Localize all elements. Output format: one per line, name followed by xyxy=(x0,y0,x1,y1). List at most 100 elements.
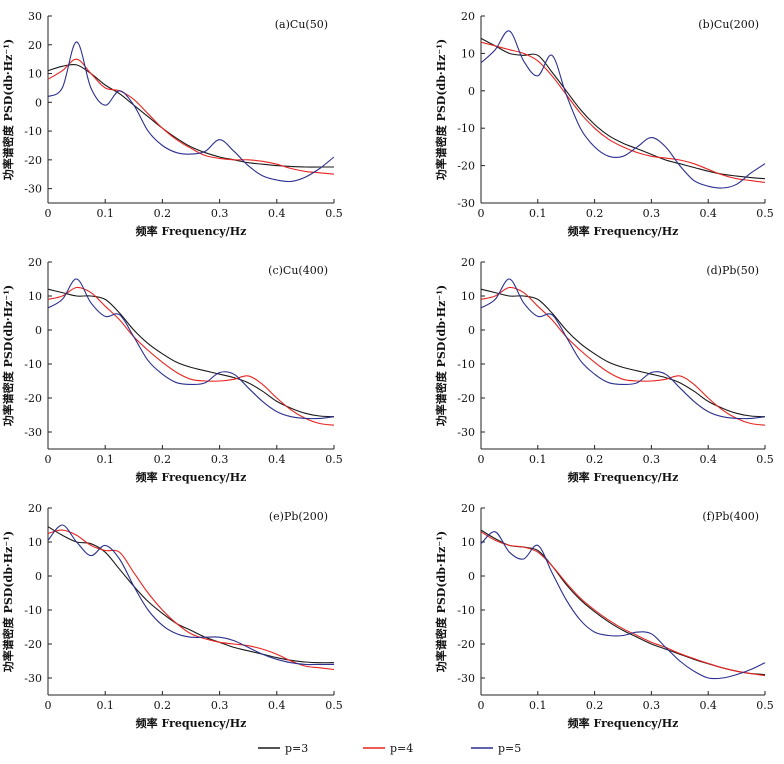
panel-title: (e)Pb(200) xyxy=(269,510,328,523)
panel-title: (f)Pb(400) xyxy=(702,510,759,523)
x-tick-label: 0.3 xyxy=(211,207,229,220)
x-tick-label: 0.4 xyxy=(699,453,717,466)
series-line-p5 xyxy=(47,524,334,666)
y-tick-label: 0 xyxy=(468,570,475,583)
panel-title: (d)Pb(50) xyxy=(706,264,759,277)
x-tick-label: 0.5 xyxy=(756,453,774,466)
x-tick-label: 0.2 xyxy=(154,699,172,712)
x-tick-label: 0.3 xyxy=(643,207,661,220)
series-line-p3 xyxy=(47,526,335,664)
y-tick-label: 30 xyxy=(28,10,42,23)
y-axis-label: 功率谱密度 PSD(db·Hz⁻¹) xyxy=(1,531,15,672)
y-tick-label: 20 xyxy=(461,10,475,23)
x-tick-label: 0.2 xyxy=(154,453,172,466)
y-tick-label: 10 xyxy=(28,536,42,549)
legend-label: p=3 xyxy=(285,742,308,755)
y-tick-label: 0 xyxy=(35,96,42,109)
chart-panel-1: 0 0.1 0.2 0.3 0.4 0.5 -30 -20 -10 0 10 20 30 (a)Cu(50… xyxy=(1,10,343,238)
x-tick-label: 0 xyxy=(478,453,485,466)
y-axis-label: 功率谱密度 PSD(db·Hz⁻¹) xyxy=(1,285,15,426)
series-line-p3 xyxy=(47,288,335,418)
y-tick-label: 0 xyxy=(468,85,475,98)
x-tick-label: 0.1 xyxy=(96,699,114,712)
y-tick-label: 10 xyxy=(461,290,475,303)
y-axis-label: 功率谱密度 PSD(db·Hz⁻¹) xyxy=(434,531,448,672)
x-tick-label: 0 xyxy=(45,699,52,712)
series-line-p5 xyxy=(480,30,766,189)
y-tick-label: 0 xyxy=(35,324,42,337)
y-tick-label: 20 xyxy=(28,39,42,52)
x-tick-label: 0 xyxy=(478,207,485,220)
x-tick-label: 0.4 xyxy=(268,453,286,466)
x-tick-label: 0.5 xyxy=(325,453,343,466)
x-tick-label: 0 xyxy=(478,699,485,712)
x-tick-label: 0.1 xyxy=(529,699,547,712)
x-axis-label: 频率 Frequency/Hz xyxy=(568,470,679,484)
y-tick-label: -30 xyxy=(457,672,475,685)
y-tick-label: -20 xyxy=(24,392,42,405)
series-line-p3 xyxy=(47,63,334,168)
series-line-p3 xyxy=(480,37,766,180)
x-tick-label: 0.1 xyxy=(96,453,114,466)
y-tick-label: -20 xyxy=(24,638,42,651)
y-tick-label: 20 xyxy=(461,256,475,269)
y-tick-label: -20 xyxy=(24,154,42,167)
y-tick-label: 10 xyxy=(461,536,475,549)
y-axis-label: 功率谱密度 PSD(db·Hz⁻¹) xyxy=(434,285,448,426)
y-tick-label: 10 xyxy=(461,47,475,60)
y-tick-label: 0 xyxy=(35,570,42,583)
x-tick-label: 0.3 xyxy=(643,699,661,712)
series-line-p5 xyxy=(480,531,766,680)
y-tick-label: -30 xyxy=(24,672,42,685)
legend: p=3 p=4 p=5 xyxy=(258,742,521,755)
x-axis-label: 频率 Frequency/Hz xyxy=(136,224,247,238)
y-tick-label: 20 xyxy=(28,256,42,269)
series-line-p5 xyxy=(47,41,335,183)
y-tick-label: 10 xyxy=(28,68,42,81)
y-tick-label: -30 xyxy=(457,426,475,439)
x-axis-label: 频率 Frequency/Hz xyxy=(568,716,679,730)
y-tick-label: 20 xyxy=(28,502,42,515)
x-tick-label: 0.5 xyxy=(325,207,343,220)
x-tick-label: 0.2 xyxy=(586,207,604,220)
y-tick-label: -10 xyxy=(457,358,475,371)
x-tick-label: 0.4 xyxy=(699,699,717,712)
x-tick-label: 0.3 xyxy=(643,453,661,466)
x-tick-label: 0.4 xyxy=(268,699,286,712)
series-line-p5 xyxy=(47,278,335,420)
y-tick-label: -20 xyxy=(457,392,475,405)
chart-panel-6: 0 0.1 0.2 0.3 0.4 0.5 -30 -20 -10 0 10 20 (f)Pb(400)… xyxy=(434,502,774,730)
x-tick-label: 0.4 xyxy=(268,207,286,220)
x-tick-label: 0.3 xyxy=(211,453,229,466)
x-tick-label: 0.1 xyxy=(96,207,114,220)
panel-title: (a)Cu(50) xyxy=(275,18,328,31)
series-line-p4 xyxy=(47,286,335,426)
legend-label: p=5 xyxy=(498,742,521,755)
x-tick-label: 0.3 xyxy=(211,699,229,712)
y-tick-label: 10 xyxy=(28,290,42,303)
y-tick-label: -30 xyxy=(24,183,42,196)
series-line-p4 xyxy=(480,531,766,677)
series-line-p4 xyxy=(47,58,335,175)
x-tick-label: 0.1 xyxy=(529,453,547,466)
x-tick-label: 0.1 xyxy=(529,207,547,220)
chart-panel-4: 0 0.1 0.2 0.3 0.4 0.5 -30 -20 -10 0 10 20 (d)Pb(50) 频… xyxy=(434,256,774,484)
series-line-p4 xyxy=(480,41,766,183)
panel-title: (b)Cu(200) xyxy=(698,18,759,31)
y-axis-label: 功率谱密度 PSD(db·Hz⁻¹) xyxy=(434,39,448,180)
legend-label: p=4 xyxy=(390,742,413,755)
x-tick-label: 0.2 xyxy=(154,207,172,220)
x-tick-label: 0 xyxy=(45,453,52,466)
x-tick-label: 0.2 xyxy=(586,453,604,466)
y-tick-label: 20 xyxy=(461,502,475,515)
y-tick-label: -20 xyxy=(457,160,475,173)
series-line-p3 xyxy=(480,288,766,418)
x-tick-label: 0.4 xyxy=(699,207,717,220)
x-tick-label: 0.5 xyxy=(756,699,774,712)
x-axis-label: 频率 Frequency/Hz xyxy=(568,224,679,238)
y-tick-label: -20 xyxy=(457,638,475,651)
y-tick-label: -10 xyxy=(24,125,42,138)
y-tick-label: 0 xyxy=(468,324,475,337)
x-tick-label: 0.5 xyxy=(756,207,774,220)
x-axis-label: 频率 Frequency/Hz xyxy=(136,716,247,730)
